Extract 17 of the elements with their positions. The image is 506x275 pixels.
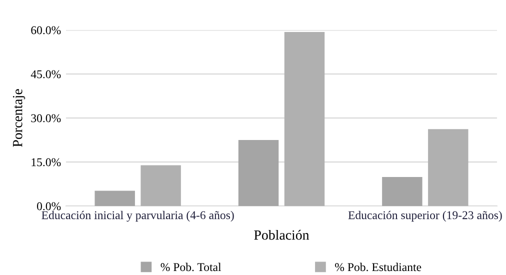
x-tick-label: Educación superior (19-23 años) [348,210,502,222]
bar [140,165,181,206]
x-tick-label: Educación inicial y parvularia (4-6 años) [42,210,234,222]
y-tick-label: 30.0% [31,114,61,122]
y-tick-label: 15.0% [32,158,61,166]
bar [284,32,325,206]
x-axis-title: Población [254,230,310,240]
y-tick-label: 0.0% [37,202,61,210]
bar [382,176,422,206]
y-axis-title: Porcentaje [12,89,26,147]
bar [428,129,468,206]
y-tick-label: 60.0% [31,26,61,34]
bar [94,190,135,206]
bar [238,140,279,206]
legend-label: % Pob. Total [160,262,222,272]
y-tick-label: 45.0% [30,70,61,78]
legend-label: % Pob. Estudiante [335,262,422,272]
